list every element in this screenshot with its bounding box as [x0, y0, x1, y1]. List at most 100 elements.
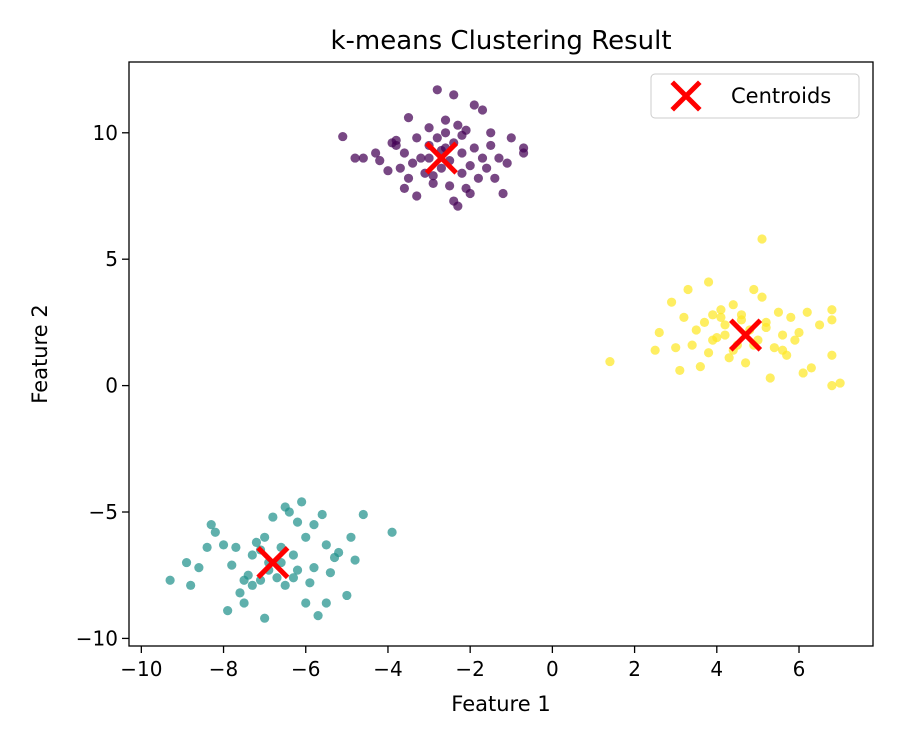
cluster-0-point [473, 173, 483, 183]
cluster-1-point [292, 565, 303, 575]
x-axis: −10 −8 −6 −4 −2 0 2 4 6 [120, 646, 805, 681]
x-tick-label: 2 [628, 657, 641, 681]
cluster-0-point [449, 196, 459, 206]
cluster-2-point [806, 363, 816, 373]
cluster-0-point [358, 153, 368, 163]
x-tick-label: −8 [209, 657, 238, 681]
cluster-2-point [666, 297, 677, 307]
cluster-1-point [301, 598, 311, 608]
cluster-1-point [227, 560, 237, 570]
cluster-0-point [383, 166, 393, 176]
cluster-0-point [395, 163, 405, 173]
cluster-1-point [358, 509, 368, 520]
cluster-2-point [769, 343, 779, 353]
cluster-0-point [519, 148, 529, 158]
cluster-2-point [703, 277, 714, 287]
x-tick-label: 4 [710, 657, 723, 681]
cluster-1-point [288, 573, 299, 583]
cluster-2-point [773, 307, 784, 317]
x-tick-label: −2 [455, 657, 484, 681]
cluster-0-point [424, 153, 434, 163]
cluster-2-point [757, 234, 767, 244]
cluster-0-point [403, 173, 414, 183]
cluster-1-point [321, 540, 331, 550]
cluster-0-point [477, 105, 488, 115]
x-tick-label: −10 [120, 657, 162, 681]
cluster-2-point [728, 300, 738, 310]
x-axis-label: Feature 1 [451, 692, 550, 716]
cluster-2-point [695, 362, 705, 372]
x-tick-label: −6 [291, 657, 320, 681]
cluster-2-point [716, 312, 726, 322]
cluster-1-point [346, 532, 356, 542]
cluster-1-point [350, 555, 360, 565]
points-layer [165, 85, 845, 623]
cluster-2-point [605, 356, 615, 367]
cluster-0-point [469, 143, 479, 153]
cluster-2-point [827, 381, 837, 391]
cluster-2-point [691, 325, 701, 335]
cluster-1-point [288, 550, 299, 560]
cluster-1-point [272, 573, 282, 583]
cluster-1-point [247, 550, 257, 560]
plot-area-frame [128, 61, 874, 647]
y-axis: −10 −5 0 5 10 [76, 121, 129, 650]
cluster-2-point [703, 348, 714, 358]
cluster-1-point [342, 590, 352, 601]
cluster-0-point [424, 123, 434, 133]
cluster-1-point [206, 520, 216, 530]
cluster-0-point [502, 158, 512, 168]
cluster-0-point [440, 128, 451, 138]
cluster-2-point [835, 378, 845, 388]
cluster-0-point [457, 130, 467, 140]
cluster-1-point [255, 575, 266, 585]
cluster-0-point [416, 153, 426, 163]
x-tick-label: −4 [373, 657, 402, 681]
cluster-1-point [387, 527, 397, 537]
centroid-layer [256, 141, 763, 580]
cluster-0-point [457, 168, 467, 178]
cluster-2-point [802, 307, 812, 317]
cluster-0-point [371, 148, 381, 158]
centroid-marker [424, 141, 458, 175]
cluster-1-point [165, 575, 175, 585]
cluster-2-point [724, 353, 734, 363]
cluster-1-point [260, 532, 270, 542]
y-tick-label: −10 [76, 626, 118, 650]
cluster-2-point [720, 320, 730, 330]
cluster-0-point [350, 153, 360, 163]
cluster-0-point [338, 131, 348, 142]
cluster-1-point [239, 598, 249, 608]
cluster-2-point [716, 305, 726, 315]
cluster-0-point [432, 133, 442, 143]
cluster-0-point [469, 100, 479, 110]
cluster-2-point [827, 350, 837, 360]
cluster-2-point [777, 330, 788, 340]
cluster-0-point [432, 85, 442, 95]
cluster-1-point [251, 537, 262, 547]
cluster-2-point [765, 373, 775, 383]
cluster-0-point [498, 188, 508, 199]
cluster-2-point [798, 368, 808, 378]
cluster-0-point [465, 161, 475, 171]
cluster-1-point [309, 563, 319, 573]
cluster-2-point [671, 343, 681, 353]
cluster-0-point [399, 148, 410, 158]
cluster-1-point [218, 540, 229, 550]
chart-title: k-means Clustering Result [330, 26, 671, 56]
cluster-2-point [679, 312, 689, 322]
cluster-1-point [231, 542, 241, 553]
cluster-0-point [486, 140, 496, 151]
cluster-0-point [445, 181, 455, 191]
cluster-1-point [247, 580, 257, 590]
cluster-0-point [457, 148, 467, 158]
cluster-0-point [461, 183, 471, 194]
cluster-1-point [194, 563, 204, 573]
legend-centroid-marker [670, 80, 702, 112]
cluster-2-point [683, 284, 693, 295]
cluster-0-point [453, 120, 463, 130]
legend: Centroids [650, 73, 860, 119]
cluster-1-point [292, 517, 303, 527]
cluster-2-point [675, 365, 685, 376]
